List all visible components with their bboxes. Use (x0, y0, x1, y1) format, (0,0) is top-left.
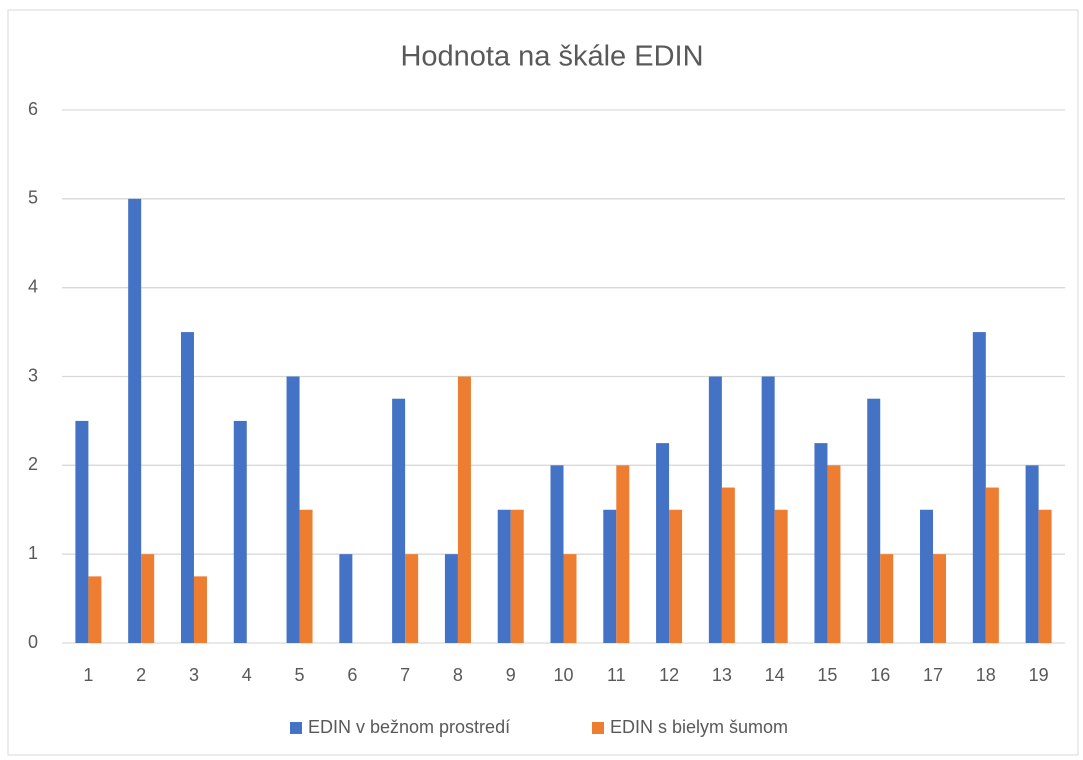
legend-swatch (290, 722, 302, 734)
bar (286, 376, 300, 643)
y-tick-label: 5 (28, 188, 38, 208)
bar (497, 509, 511, 643)
bar (920, 509, 934, 643)
bar (972, 332, 986, 643)
x-tick-label: 3 (189, 665, 199, 685)
bar (233, 420, 247, 643)
x-tick-label: 2 (136, 665, 146, 685)
bar (141, 554, 155, 643)
bar (721, 487, 735, 643)
x-tick-label: 19 (1029, 665, 1049, 685)
bar (603, 509, 617, 643)
bar (867, 398, 881, 643)
bar (392, 398, 406, 643)
x-tick-label: 15 (817, 665, 837, 685)
bar (656, 443, 670, 643)
bar (1038, 509, 1052, 643)
bar (1025, 465, 1039, 643)
bar (88, 576, 102, 643)
x-tick-label: 5 (295, 665, 305, 685)
y-tick-label: 4 (28, 276, 38, 296)
bar (193, 576, 207, 643)
x-tick-label: 7 (400, 665, 410, 685)
x-tick-label: 8 (453, 665, 463, 685)
bar (510, 509, 524, 643)
x-tick-label: 14 (765, 665, 785, 685)
x-tick-label: 18 (976, 665, 996, 685)
x-tick-label: 17 (923, 665, 943, 685)
y-tick-label: 3 (28, 365, 38, 385)
bar (444, 554, 458, 643)
x-tick-label: 1 (83, 665, 93, 685)
x-tick-label: 11 (607, 665, 626, 685)
chart-title: Hodnota na škále EDIN (400, 41, 703, 73)
bar (563, 554, 577, 643)
bar (550, 465, 564, 643)
bar (616, 465, 630, 643)
x-tick-label: 13 (712, 665, 732, 685)
legend-label: EDIN v bežnom prostredí (308, 717, 510, 737)
bar (669, 509, 683, 643)
bar (827, 465, 841, 643)
bar (985, 487, 999, 643)
bar (299, 509, 313, 643)
bar (75, 420, 89, 643)
legend-swatch (592, 722, 604, 734)
x-tick-label: 10 (553, 665, 573, 685)
bar (774, 509, 788, 643)
x-tick-label: 9 (506, 665, 516, 685)
bar (405, 554, 419, 643)
bar (128, 198, 142, 644)
bar (933, 554, 947, 643)
x-tick-label: 4 (242, 665, 252, 685)
y-tick-label: 1 (28, 543, 38, 563)
y-tick-label: 0 (28, 632, 38, 652)
y-tick-label: 2 (28, 454, 38, 474)
bar (761, 376, 775, 643)
x-tick-label: 16 (870, 665, 890, 685)
x-tick-label: 6 (347, 665, 357, 685)
bar (339, 554, 353, 643)
bar (457, 376, 471, 643)
legend-label: EDIN s bielym šumom (610, 717, 788, 737)
bar (880, 554, 894, 643)
bar (814, 443, 828, 643)
y-tick-label: 6 (28, 99, 38, 119)
bar (708, 376, 722, 643)
x-tick-label: 12 (659, 665, 679, 685)
bar (180, 332, 194, 643)
